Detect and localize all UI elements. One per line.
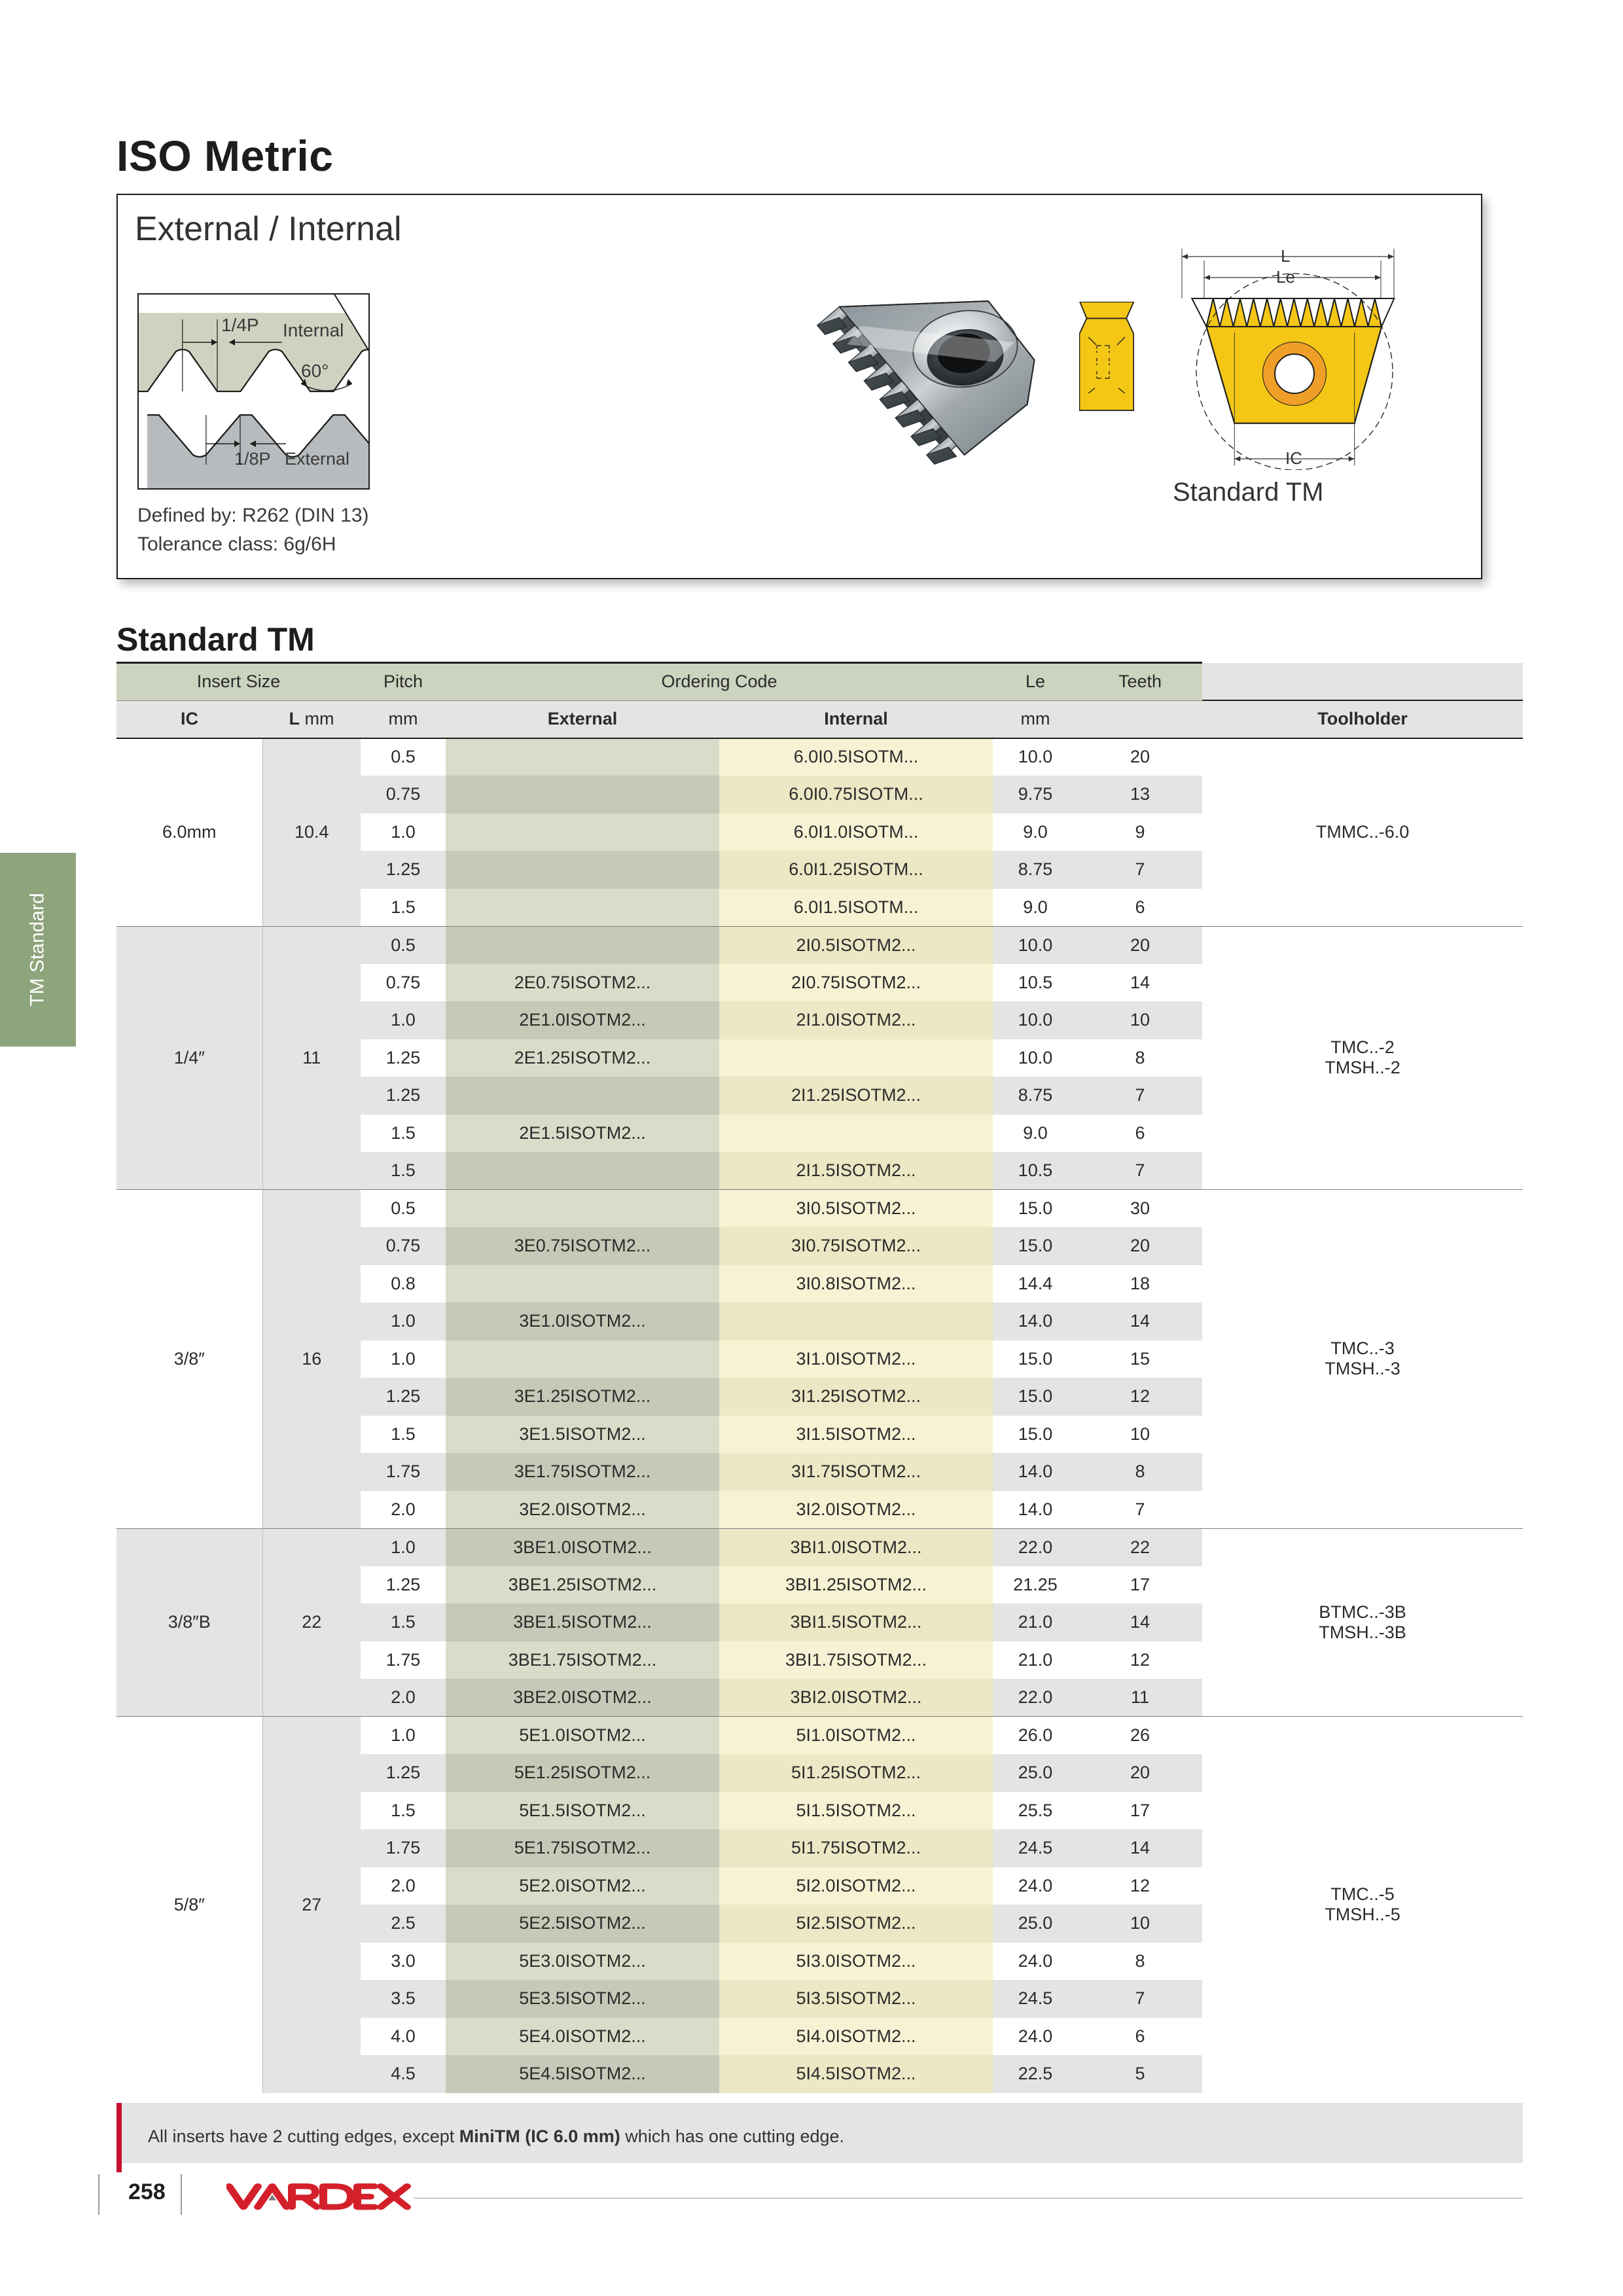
svg-text:L: L [1281,247,1290,266]
svg-text:1/4P: 1/4P [221,315,259,335]
svg-text:60°: 60° [301,361,329,381]
svg-text:IC: IC [1285,448,1302,468]
svg-text:Internal: Internal [283,320,344,340]
svg-text:Le: Le [1276,267,1295,287]
svg-text:External: External [285,449,349,469]
svg-text:1/8P: 1/8P [234,449,271,469]
